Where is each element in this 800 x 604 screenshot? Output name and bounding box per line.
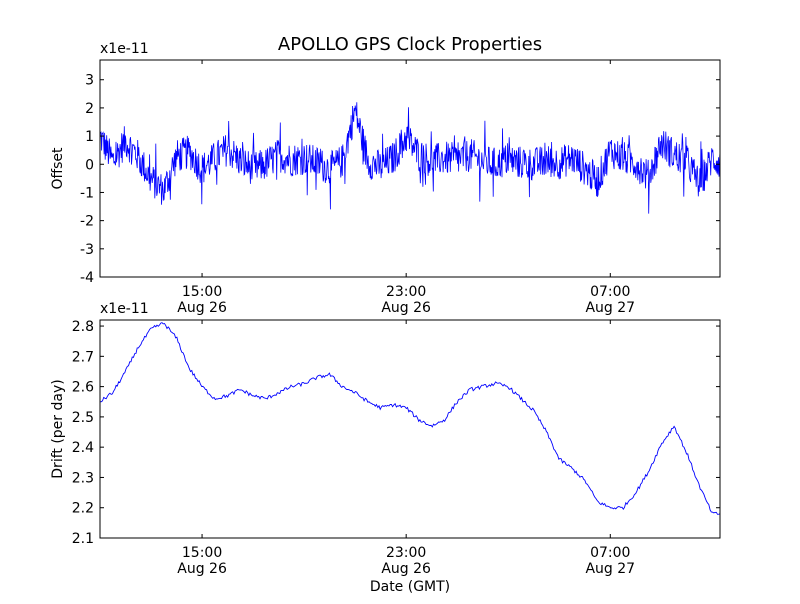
figure-title: APOLLO GPS Clock Properties [278, 34, 542, 55]
offset-ylabel: Offset [50, 147, 66, 190]
drift-y-multiplier: x1e-11 [100, 301, 149, 317]
drift-ytick-label-7: 2.8 [72, 319, 94, 335]
offset-y-multiplier: x1e-11 [100, 41, 149, 57]
drift-ytick-label-5: 2.6 [72, 380, 94, 396]
offset-series-line [100, 102, 720, 214]
offset-xtick-date-2: Aug 27 [585, 300, 635, 316]
drift-ylabel: Drift (per day) [50, 379, 66, 478]
drift-xtick-time-1: 23:00 [386, 545, 426, 561]
offset-ytick-label-6: 2 [85, 101, 94, 117]
offset-xtick-time-1: 23:00 [386, 284, 426, 300]
offset-ytick-label-7: 3 [85, 73, 94, 89]
drift-ytick-label-0: 2.1 [72, 531, 94, 547]
drift-ytick-label-6: 2.7 [72, 349, 94, 365]
offset-xtick-date-0: Aug 26 [177, 300, 227, 316]
drift-xlabel: Date (GMT) [370, 579, 450, 595]
drift-xtick-date-1: Aug 26 [381, 561, 431, 577]
drift-xtick-time-0: 15:00 [182, 545, 222, 561]
drift-ytick-label-4: 2.5 [72, 410, 94, 426]
offset-xtick-time-2: 07:00 [590, 284, 630, 300]
drift-series-line [100, 322, 720, 515]
offset-axes-frame [99, 59, 721, 278]
drift-ytick-label-2: 2.3 [72, 470, 94, 486]
drift-xtick-date-0: Aug 26 [177, 561, 227, 577]
offset-ytick-label-2: -2 [80, 214, 94, 230]
drift-xtick-date-2: Aug 27 [585, 561, 635, 577]
offset-ytick-label-4: 0 [85, 157, 94, 173]
offset-ytick-label-0: -4 [80, 270, 94, 286]
drift-axes-frame [99, 319, 721, 539]
offset-xtick-time-0: 15:00 [182, 284, 222, 300]
offset-ytick-label-3: -1 [80, 185, 94, 201]
drift-ytick-label-1: 2.2 [72, 501, 94, 517]
drift-ytick-label-3: 2.4 [72, 440, 94, 456]
offset-ytick-label-5: 1 [85, 129, 94, 145]
offset-ytick-label-1: -3 [80, 242, 94, 258]
drift-xtick-time-2: 07:00 [590, 545, 630, 561]
offset-xtick-date-1: Aug 26 [381, 300, 431, 316]
